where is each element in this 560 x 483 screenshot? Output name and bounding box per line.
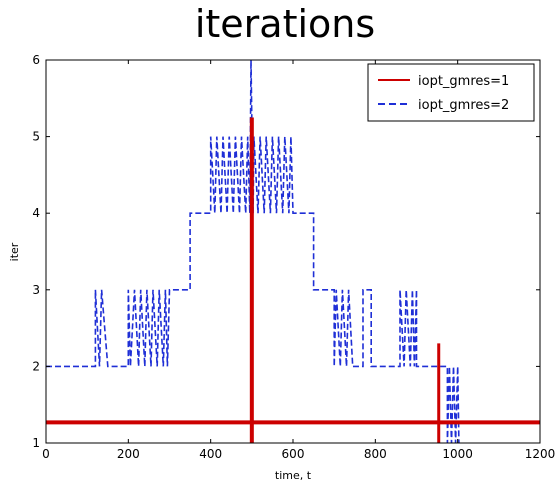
- chart-title: iterations: [194, 2, 376, 46]
- x-tick-label-5: 1000: [442, 447, 473, 461]
- series-layer: [46, 59, 540, 444]
- legend: iopt_gmres=1 iopt_gmres=2: [367, 63, 535, 122]
- legend-label-series-1: iopt_gmres=1: [418, 74, 509, 89]
- legend-label-series-2: iopt_gmres=2: [418, 98, 509, 113]
- y-tick-label-0: 1: [32, 436, 40, 450]
- x-tick-label-2: 400: [199, 447, 222, 461]
- legend-box: [367, 63, 535, 122]
- y-tick-label-2: 3: [32, 283, 40, 297]
- x-axis-label: time, t: [275, 469, 312, 482]
- tick-layer: 0 200 400 600 800 1000 1200 1 2 3 4 5 6: [32, 53, 555, 461]
- series-line-iopt-gmres-2: [46, 59, 460, 444]
- x-tick-label-4: 800: [364, 447, 387, 461]
- x-tick-label-1: 200: [117, 447, 140, 461]
- y-tick-label-5: 6: [32, 53, 40, 67]
- y-tick-label-4: 5: [32, 130, 40, 144]
- x-tick-label-3: 600: [282, 447, 305, 461]
- y-axis-label: iter: [8, 242, 21, 261]
- x-tick-label-6: 1200: [525, 447, 556, 461]
- y-tick-label-1: 2: [32, 359, 40, 373]
- x-tick-label-0: 0: [42, 447, 50, 461]
- y-tick-label-3: 4: [32, 206, 40, 220]
